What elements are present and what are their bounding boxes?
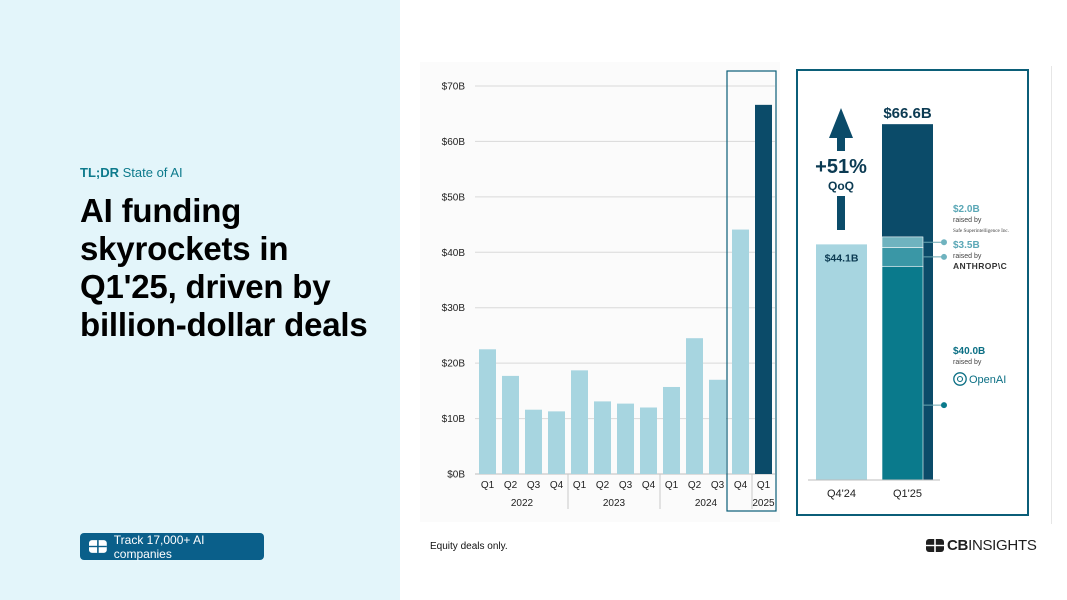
y-tick-label: $0B xyxy=(447,470,465,481)
x-tick-label: Q4 xyxy=(642,480,656,491)
right-frame-edge xyxy=(1051,66,1052,524)
page-title: AI funding skyrockets in Q1'25, driven b… xyxy=(80,192,368,343)
company-name-openai: OpenAI xyxy=(969,374,1006,386)
x-tick-label: Q1 xyxy=(665,480,679,491)
x-tick-label: Q2 xyxy=(504,480,518,491)
zoom-segment xyxy=(881,247,924,267)
cb-insights-logo: CBINSIGHTS xyxy=(926,537,1037,554)
footnote: Equity deals only. xyxy=(430,541,508,552)
x-tick-label: Q1 xyxy=(573,480,587,491)
logo-text: CBINSIGHTS xyxy=(947,537,1037,554)
bar xyxy=(594,401,611,474)
openai-logo-icon xyxy=(953,372,967,386)
y-tick-label: $40B xyxy=(442,248,466,259)
highlight-box xyxy=(726,70,777,512)
year-label: 2023 xyxy=(603,498,626,509)
left-panel xyxy=(0,0,400,600)
bar xyxy=(709,379,726,474)
x-tick-label: Q2 xyxy=(596,480,610,491)
bar xyxy=(640,407,657,474)
funding-chart: $0B $10B $20B $30B $40B $50B $60B $70B Q1 Q2 Q3 Q4 Q… xyxy=(420,62,1029,522)
callout-dot xyxy=(941,402,947,409)
bar xyxy=(525,409,542,474)
y-tick-label: $50B xyxy=(442,192,466,203)
callout-dot xyxy=(941,239,947,246)
cb-square-icon xyxy=(89,540,107,553)
segment-amount-label: $2.0B xyxy=(953,204,980,215)
y-tick-label: $30B xyxy=(442,303,466,314)
zoom-segment xyxy=(881,236,924,248)
bar xyxy=(548,411,565,474)
bar xyxy=(571,370,588,474)
cb-insights-logo-icon xyxy=(926,539,944,552)
segment-amount-label: $40.0B xyxy=(953,346,985,357)
openai-logo-icon-core xyxy=(956,375,964,383)
x-tick-label: Q3 xyxy=(711,480,725,491)
raised-by-label: raised by xyxy=(953,359,982,366)
growth-label: QoQ xyxy=(828,179,854,193)
x-tick-label: Q4 xyxy=(550,480,564,491)
growth-arrow-head xyxy=(829,108,853,138)
eyebrow-rest: State of AI xyxy=(119,165,183,180)
y-tick-label: $20B xyxy=(442,359,466,370)
raised-by-label: raised by xyxy=(953,253,982,260)
eyebrow-strong: TL;DR xyxy=(80,165,119,180)
eyebrow-label: TL;DR State of AI xyxy=(80,165,183,180)
year-label: 2024 xyxy=(695,498,718,509)
y-tick-label: $70B xyxy=(442,82,466,93)
x-tick-label: Q3 xyxy=(619,480,633,491)
track-companies-label: Track 17,000+ AI companies xyxy=(113,532,205,561)
bar xyxy=(479,349,496,474)
bar xyxy=(663,386,680,474)
zoom-value-label: $66.6B xyxy=(883,105,932,122)
segment-amount-label: $3.5B xyxy=(953,240,980,251)
y-tick-label: $10B xyxy=(442,414,466,425)
zoom-category-label: Q1'25 xyxy=(893,488,922,500)
raised-by-label: raised by xyxy=(953,217,982,224)
growth-connector xyxy=(837,196,845,230)
zoom-value-label: $44.1B xyxy=(825,252,859,264)
company-name-anthropic: ANTHROP\C xyxy=(953,261,1007,271)
company-name-ssi: Safe Superintelligence Inc. xyxy=(953,227,1009,234)
growth-arrow-shaft xyxy=(837,138,845,151)
callout-dot xyxy=(941,253,947,260)
y-tick-label: $60B xyxy=(442,137,466,148)
x-tick-label: Q1 xyxy=(481,480,495,491)
bar xyxy=(755,104,772,475)
year-label: 2022 xyxy=(511,498,534,509)
x-tick-label: Q2 xyxy=(688,480,702,491)
year-label: 2025 xyxy=(752,498,775,509)
zoom-segment xyxy=(881,265,924,481)
x-tick-label: Q4 xyxy=(734,480,748,491)
bar xyxy=(617,403,634,474)
bar xyxy=(686,338,703,474)
bar xyxy=(732,229,749,474)
growth-value: +51% xyxy=(815,156,867,178)
track-companies-button[interactable]: Track 17,000+ AI companies xyxy=(80,532,264,561)
x-tick-label: Q3 xyxy=(527,480,541,491)
x-tick-label: Q1 xyxy=(757,480,771,491)
zoom-category-label: Q4'24 xyxy=(827,488,856,500)
bar xyxy=(502,375,519,474)
zoom-bar xyxy=(816,244,867,480)
